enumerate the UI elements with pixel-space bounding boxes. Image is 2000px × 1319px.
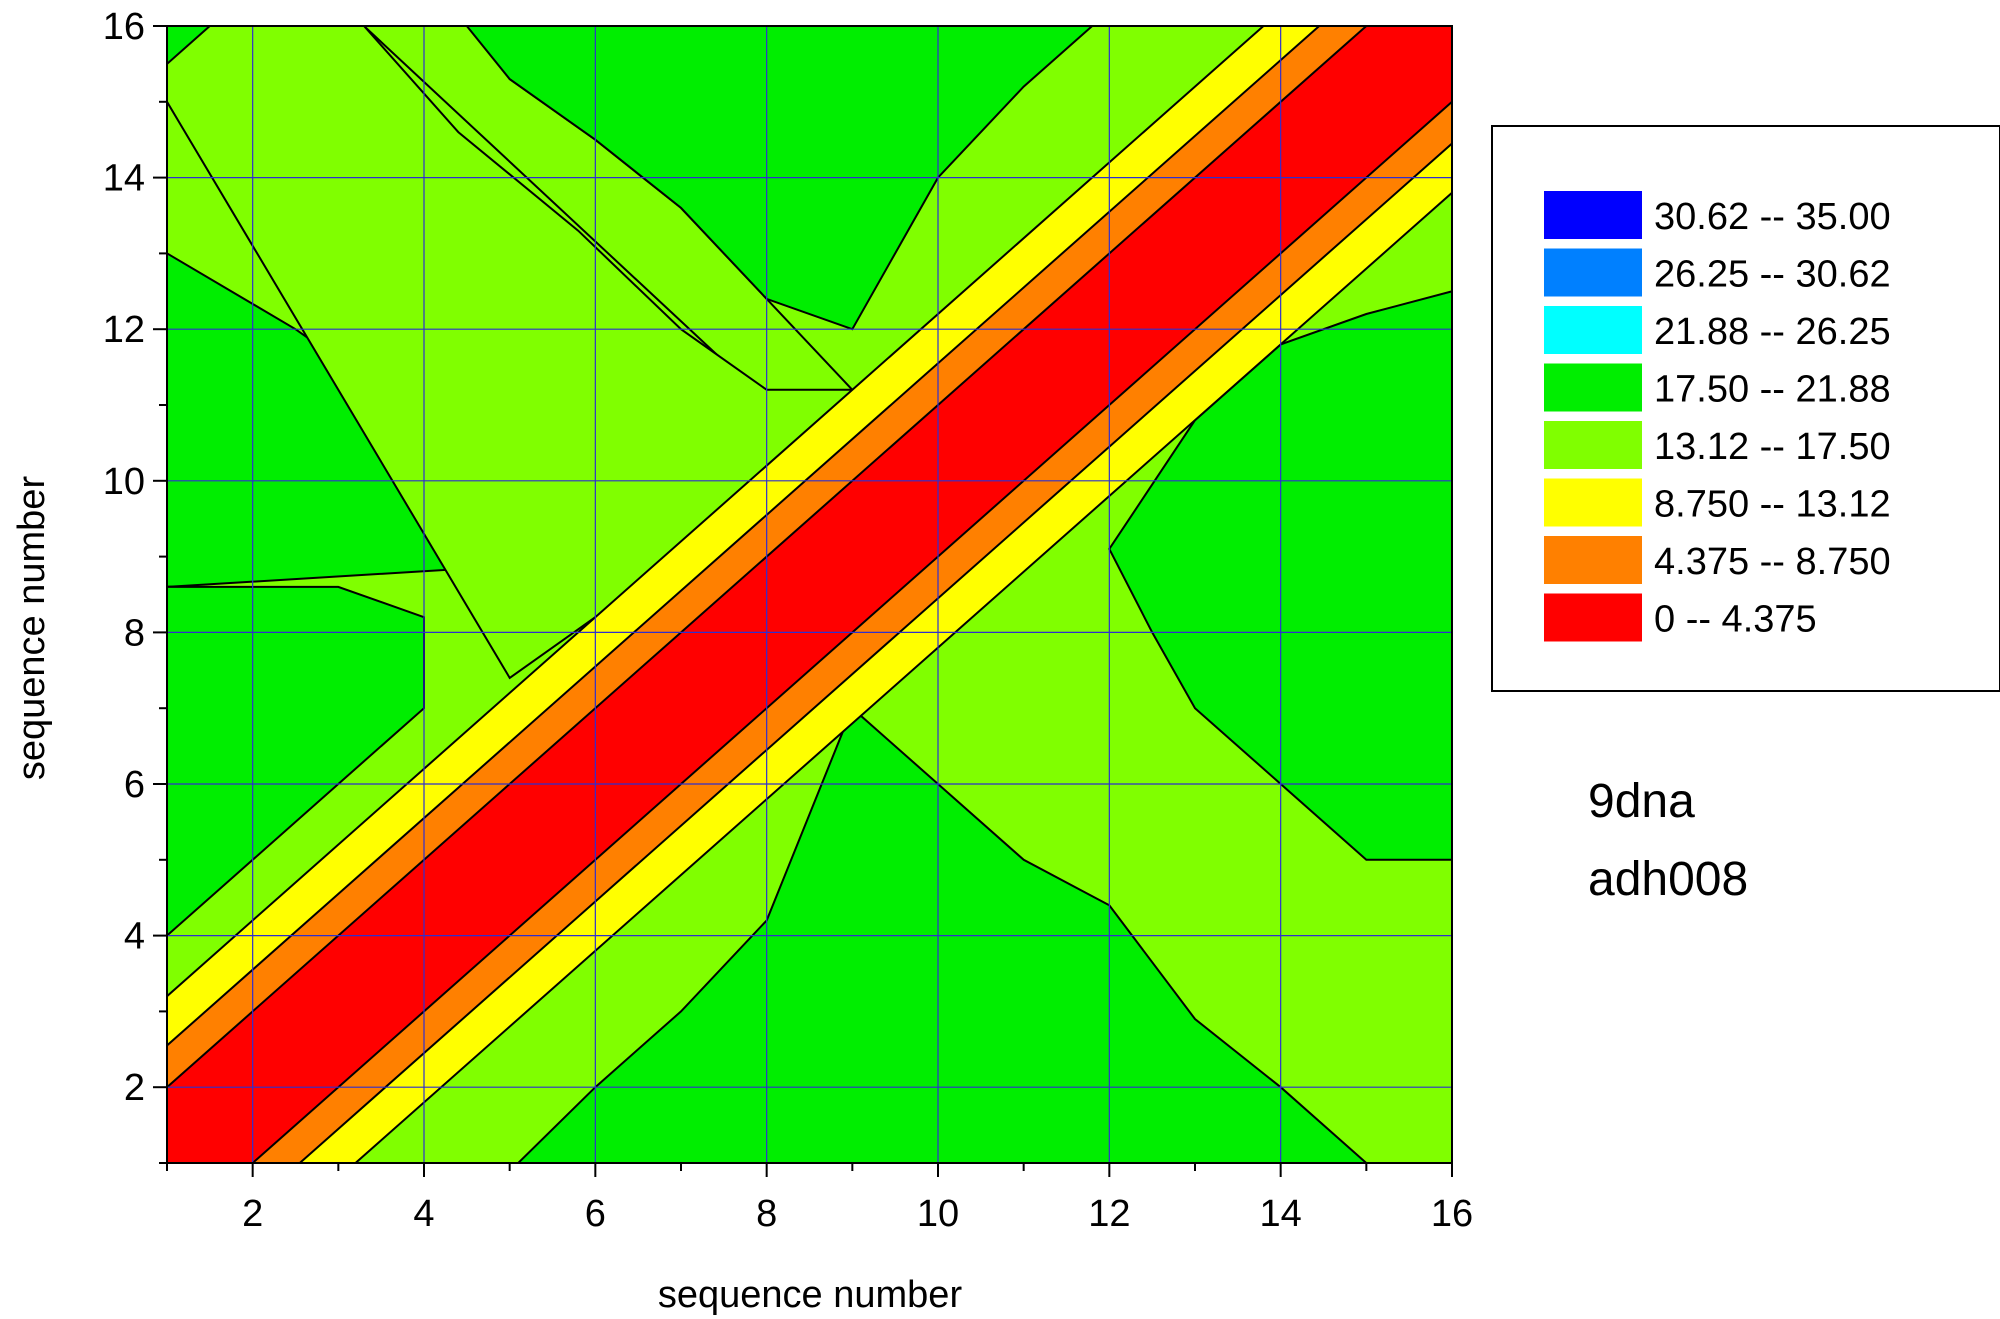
legend-swatch <box>1542 189 1644 241</box>
x-tick-label: 4 <box>413 1193 434 1235</box>
y-axis: 2 4 6 8 10 12 14 16 <box>103 6 167 1164</box>
legend-swatch <box>1542 534 1644 586</box>
legend-label: 13.12 -- 17.50 <box>1654 426 1891 468</box>
legend-label: 0 -- 4.375 <box>1654 599 1817 641</box>
legend: 30.62 -- 35.00 26.25 -- 30.62 21.88 -- 26.… <box>1491 125 2000 692</box>
legend-swatch <box>1542 591 1644 644</box>
y-tick-label: 10 <box>103 461 145 503</box>
x-axis-title: sequence number <box>658 1274 963 1316</box>
legend-swatch <box>1542 246 1644 299</box>
plot-area <box>167 26 1452 1163</box>
contour-region-6 <box>167 26 212 66</box>
x-axis: 2 4 6 8 10 12 14 16 <box>166 1163 1473 1235</box>
annotation-structure: 9dna <box>1588 775 1695 828</box>
legend-label: 4.375 -- 8.750 <box>1654 541 1891 583</box>
x-tick-label: 6 <box>585 1193 606 1235</box>
legend-label: 26.25 -- 30.62 <box>1654 254 1891 296</box>
x-tick-label: 12 <box>1088 1193 1130 1235</box>
x-tick-label: 16 <box>1431 1193 1473 1235</box>
grid <box>167 26 1452 1163</box>
y-tick-label: 16 <box>103 6 145 48</box>
y-tick-label: 2 <box>124 1067 145 1109</box>
plot-frame <box>166 25 1453 1164</box>
x-tick-label: 14 <box>1260 1193 1302 1235</box>
y-tick-label: 12 <box>103 309 145 351</box>
legend-label: 17.50 -- 21.88 <box>1654 369 1891 411</box>
legend-swatch <box>1542 476 1644 529</box>
legend-label: 8.750 -- 13.12 <box>1654 484 1891 526</box>
y-tick-label: 6 <box>124 764 145 806</box>
annotation-id: adh008 <box>1588 853 1748 906</box>
legend-label: 21.88 -- 26.25 <box>1654 311 1891 353</box>
legend-swatch <box>1542 419 1644 471</box>
y-axis-title: sequence number <box>11 476 53 781</box>
x-tick-label: 8 <box>756 1193 777 1235</box>
legend-swatch <box>1542 304 1644 356</box>
contour-region-10 <box>167 585 425 937</box>
y-tick-label: 4 <box>124 916 145 958</box>
x-tick-label: 2 <box>242 1193 263 1235</box>
y-tick-label: 14 <box>103 158 145 200</box>
legend-items: 30.62 -- 35.00 26.25 -- 30.62 21.88 -- 26.… <box>1542 189 1891 644</box>
contour-regions <box>167 26 1452 1163</box>
legend-label: 30.62 -- 35.00 <box>1654 196 1891 238</box>
legend-swatch <box>1542 361 1644 414</box>
x-tick-label: 10 <box>917 1193 959 1235</box>
y-tick-label: 8 <box>124 612 145 654</box>
